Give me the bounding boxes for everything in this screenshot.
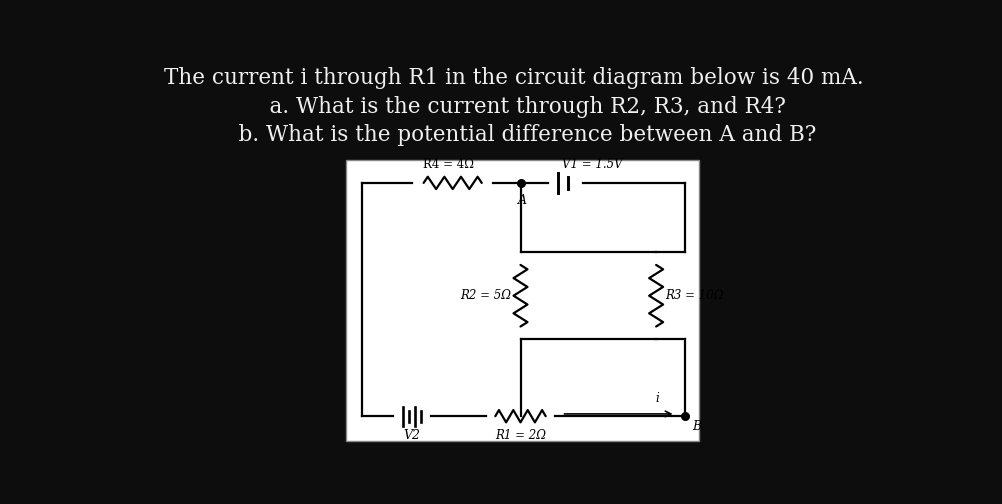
Text: R2 = 5Ω: R2 = 5Ω bbox=[460, 289, 511, 302]
FancyBboxPatch shape bbox=[346, 160, 698, 441]
Text: R4 = 4Ω: R4 = 4Ω bbox=[423, 158, 474, 170]
Text: The current i through R1 in the circuit diagram below is 40 mA.: The current i through R1 in the circuit … bbox=[163, 68, 864, 89]
Text: V1 = 1.5V: V1 = 1.5V bbox=[562, 158, 622, 170]
Text: i: i bbox=[655, 392, 659, 405]
Text: A: A bbox=[518, 194, 526, 207]
Text: a. What is the current through R2, R3, and R4?: a. What is the current through R2, R3, a… bbox=[241, 96, 786, 118]
Text: b. What is the potential difference between A and B?: b. What is the potential difference betw… bbox=[210, 123, 817, 146]
Text: B: B bbox=[692, 420, 701, 433]
Text: V2: V2 bbox=[404, 428, 421, 442]
Text: R3 = 10Ω: R3 = 10Ω bbox=[665, 289, 723, 302]
Text: R1 = 2Ω: R1 = 2Ω bbox=[495, 428, 546, 442]
